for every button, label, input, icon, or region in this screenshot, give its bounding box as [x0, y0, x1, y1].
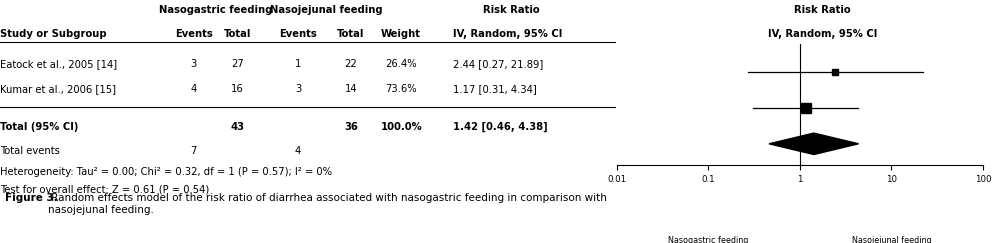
Text: 73.6%: 73.6%: [385, 84, 417, 94]
Text: 1: 1: [295, 60, 301, 69]
Text: Risk Ratio: Risk Ratio: [794, 5, 850, 15]
Text: Figure 3.: Figure 3.: [5, 193, 58, 203]
Text: Nasogastric feeding: Nasogastric feeding: [667, 236, 747, 243]
Text: Weight: Weight: [381, 29, 421, 39]
Text: Events: Events: [174, 29, 212, 39]
Text: IV, Random, 95% CI: IV, Random, 95% CI: [453, 29, 562, 39]
Text: 22: 22: [345, 60, 357, 69]
Text: 2.44 [0.27, 21.89]: 2.44 [0.27, 21.89]: [453, 60, 543, 69]
Text: 3: 3: [190, 60, 196, 69]
Text: Kumar et al., 2006 [15]: Kumar et al., 2006 [15]: [0, 84, 116, 94]
Text: Eatock et al., 2005 [14]: Eatock et al., 2005 [14]: [0, 60, 117, 69]
Text: Heterogeneity: Tau² = 0.00; Chi² = 0.32, df = 1 (P = 0.57); I² = 0%: Heterogeneity: Tau² = 0.00; Chi² = 0.32,…: [0, 166, 332, 176]
Text: Test for overall effect: Z = 0.61 (P = 0.54): Test for overall effect: Z = 0.61 (P = 0…: [0, 184, 209, 195]
Text: 26.4%: 26.4%: [385, 60, 417, 69]
Text: 36: 36: [344, 122, 358, 132]
Text: 1.17 [0.31, 4.34]: 1.17 [0.31, 4.34]: [453, 84, 536, 94]
Polygon shape: [769, 133, 858, 155]
Text: 100.0%: 100.0%: [380, 122, 422, 132]
Text: 1.42 [0.46, 4.38]: 1.42 [0.46, 4.38]: [453, 122, 547, 132]
Text: Random effects model of the risk ratio of diarrhea associated with nasogastric f: Random effects model of the risk ratio o…: [48, 193, 606, 215]
Text: Events: Events: [279, 29, 317, 39]
Text: Total: Total: [223, 29, 252, 39]
Text: Total: Total: [337, 29, 365, 39]
Text: Total events: Total events: [0, 146, 60, 156]
Text: 7: 7: [190, 146, 196, 156]
Text: Nasojejunal feeding: Nasojejunal feeding: [851, 236, 930, 243]
Text: Total (95% CI): Total (95% CI): [0, 122, 78, 132]
Text: 4: 4: [190, 84, 196, 94]
Text: 43: 43: [230, 122, 244, 132]
Text: Nasojejunal feeding: Nasojejunal feeding: [270, 5, 382, 15]
Text: 3: 3: [295, 84, 301, 94]
Text: Study or Subgroup: Study or Subgroup: [0, 29, 106, 39]
Text: 14: 14: [345, 84, 357, 94]
Text: Nasogastric feeding: Nasogastric feeding: [158, 5, 273, 15]
Text: Risk Ratio: Risk Ratio: [483, 5, 539, 15]
Text: IV, Random, 95% CI: IV, Random, 95% CI: [767, 29, 877, 39]
Text: 27: 27: [231, 60, 243, 69]
Text: 16: 16: [231, 84, 243, 94]
Text: 4: 4: [295, 146, 301, 156]
